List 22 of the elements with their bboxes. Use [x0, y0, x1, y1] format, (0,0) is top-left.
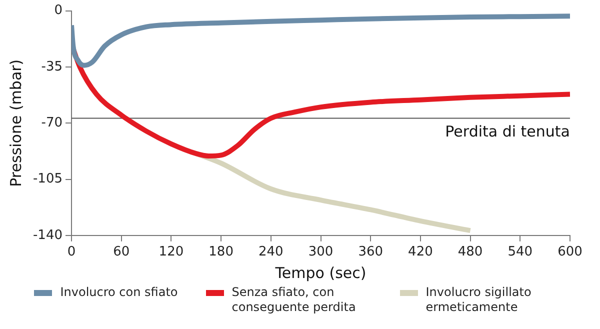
y-tick-label: -70 — [41, 115, 63, 130]
legend-label: Involucro sigillato ermeticamente — [426, 285, 532, 315]
y-axis-title: Pressione (mbar) — [6, 59, 25, 187]
x-tick-label: 240 — [258, 244, 284, 260]
x-axis-title: Tempo (sec) — [274, 264, 366, 282]
x-tick-label: 360 — [358, 244, 384, 260]
y-tick-label: 0 — [54, 3, 63, 18]
ref-line-label: Perdita di tenuta — [445, 122, 570, 141]
x-tick-label: 60 — [113, 244, 130, 260]
x-tick-label: 180 — [208, 244, 234, 260]
y-tick-label: -140 — [32, 228, 63, 243]
x-tick-label: 600 — [558, 244, 582, 260]
legend-label: Senza sfiato, con conseguente perdita — [232, 285, 357, 315]
y-tick-label: -105 — [32, 172, 63, 187]
x-tick-label: 540 — [508, 244, 533, 260]
x-tick-label: 420 — [408, 244, 433, 260]
x-tick-label: 120 — [158, 244, 184, 260]
y-tick-label: -35 — [41, 59, 63, 74]
x-tick-label: 0 — [67, 244, 76, 260]
legend-label: Involucro con sfiato — [60, 285, 178, 300]
x-tick-label: 300 — [308, 244, 334, 260]
x-tick-label: 480 — [458, 244, 483, 260]
